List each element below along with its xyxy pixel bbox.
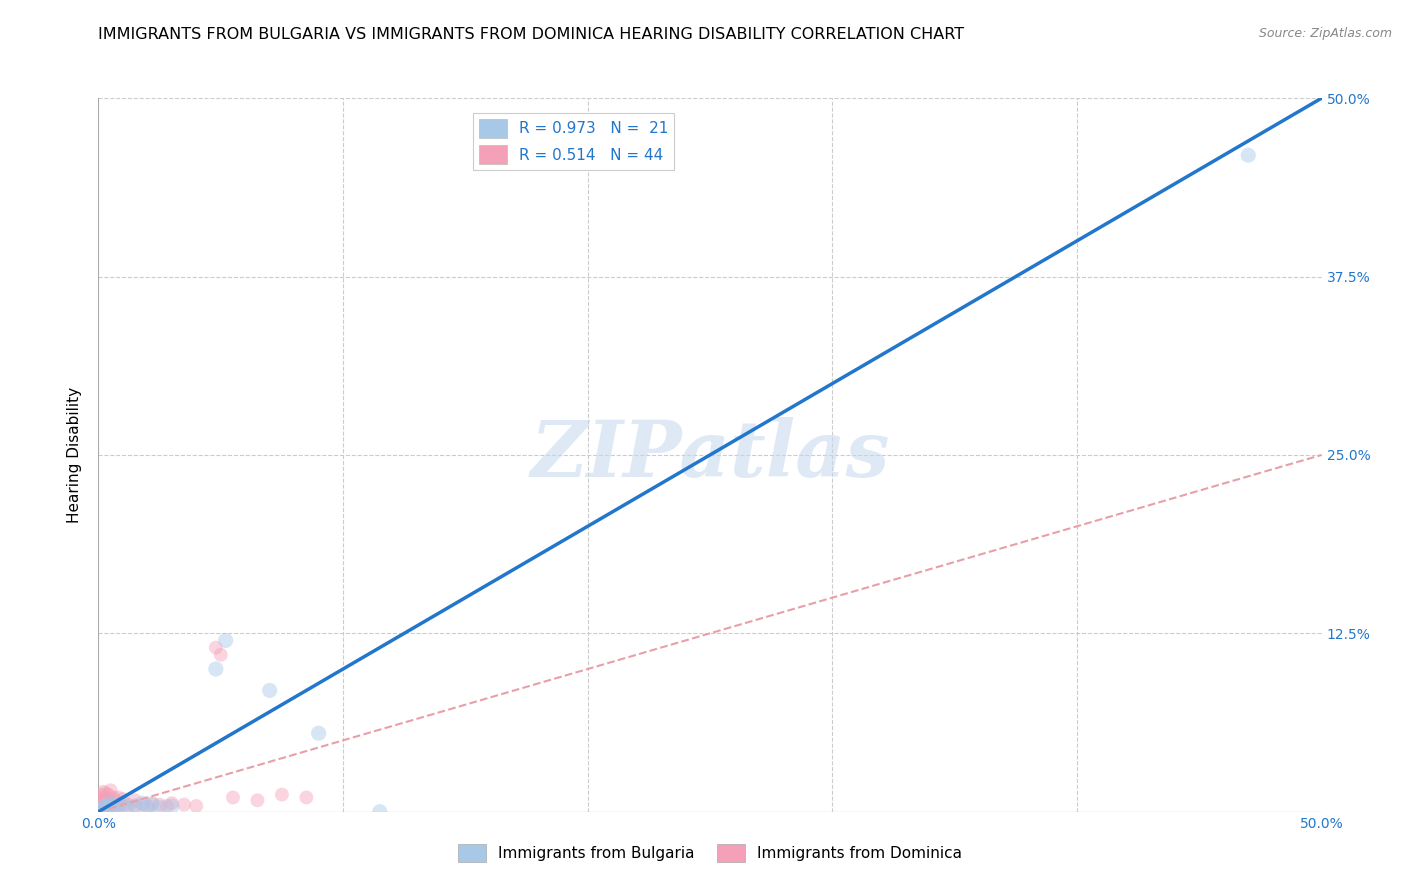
Point bbox=[100, 795, 122, 809]
Point bbox=[104, 799, 127, 814]
Point bbox=[368, 805, 391, 819]
Point bbox=[149, 797, 172, 812]
Point bbox=[308, 726, 330, 740]
Point bbox=[259, 683, 281, 698]
Point bbox=[209, 648, 232, 662]
Point bbox=[141, 796, 163, 810]
Point bbox=[295, 790, 318, 805]
Point bbox=[186, 799, 208, 814]
Point bbox=[91, 790, 114, 805]
Point bbox=[117, 800, 139, 814]
Point bbox=[91, 795, 114, 809]
Point bbox=[214, 633, 236, 648]
Y-axis label: Hearing Disability: Hearing Disability bbox=[67, 387, 83, 523]
Point bbox=[205, 640, 228, 655]
Point bbox=[107, 790, 129, 805]
Point bbox=[90, 793, 112, 807]
Point bbox=[110, 796, 132, 810]
Point bbox=[124, 799, 146, 814]
Point bbox=[91, 800, 114, 814]
Point bbox=[97, 793, 120, 807]
Point bbox=[173, 797, 195, 812]
Point bbox=[160, 799, 183, 814]
Point bbox=[90, 802, 112, 816]
Point bbox=[101, 799, 124, 814]
Point bbox=[97, 800, 120, 814]
Point bbox=[101, 790, 124, 805]
Point bbox=[94, 802, 117, 816]
Point bbox=[246, 793, 269, 807]
Point bbox=[100, 796, 122, 810]
Point bbox=[136, 800, 159, 814]
Point bbox=[270, 788, 294, 802]
Point bbox=[141, 797, 163, 812]
Point bbox=[111, 792, 134, 806]
Point bbox=[101, 797, 124, 812]
Point bbox=[124, 793, 146, 807]
Point bbox=[94, 792, 117, 806]
Point bbox=[94, 799, 117, 814]
Point bbox=[124, 799, 146, 814]
Point bbox=[149, 800, 172, 814]
Point bbox=[100, 783, 122, 797]
Point bbox=[222, 790, 245, 805]
Point bbox=[97, 800, 120, 814]
Point bbox=[94, 797, 117, 812]
Point bbox=[90, 802, 112, 816]
Point bbox=[104, 793, 127, 807]
Point bbox=[90, 797, 112, 812]
Text: Source: ZipAtlas.com: Source: ZipAtlas.com bbox=[1258, 27, 1392, 40]
Point bbox=[94, 786, 117, 800]
Point bbox=[111, 796, 134, 810]
Point bbox=[160, 796, 183, 810]
Point bbox=[136, 799, 159, 814]
Point bbox=[131, 796, 153, 810]
Point bbox=[91, 800, 114, 814]
Point bbox=[107, 797, 129, 812]
Point bbox=[97, 788, 120, 802]
Text: IMMIGRANTS FROM BULGARIA VS IMMIGRANTS FROM DOMINICA HEARING DISABILITY CORRELAT: IMMIGRANTS FROM BULGARIA VS IMMIGRANTS F… bbox=[98, 27, 965, 42]
Text: ZIPatlas: ZIPatlas bbox=[530, 417, 890, 493]
Point bbox=[107, 800, 129, 814]
Point bbox=[131, 797, 153, 812]
Point bbox=[100, 799, 122, 814]
Point bbox=[117, 797, 139, 812]
Point bbox=[156, 799, 179, 814]
Point bbox=[90, 788, 112, 802]
Point bbox=[1237, 148, 1260, 162]
Legend: R = 0.973   N =  21, R = 0.514   N = 44: R = 0.973 N = 21, R = 0.514 N = 44 bbox=[472, 113, 675, 170]
Point bbox=[91, 785, 114, 799]
Point bbox=[111, 799, 134, 814]
Point bbox=[205, 662, 228, 676]
